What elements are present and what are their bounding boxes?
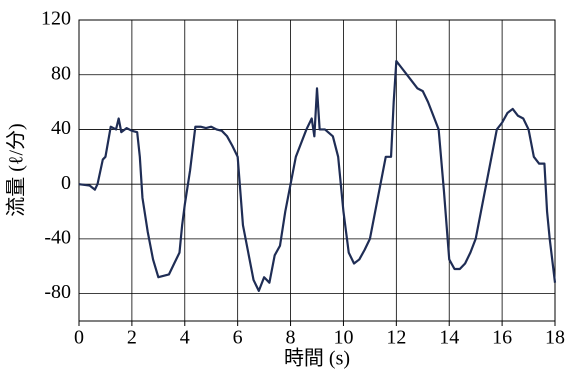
y-tick-label: 80 <box>51 62 71 84</box>
x-tick-label: 4 <box>180 327 190 349</box>
x-tick-label: 16 <box>492 327 512 349</box>
plot-frame <box>78 19 556 322</box>
y-axis-label: 流量 (ℓ/分) <box>5 123 28 216</box>
y-tick-label: -40 <box>44 227 71 249</box>
x-tick-label: 10 <box>333 327 353 349</box>
x-tick-label: 8 <box>286 327 296 349</box>
x-tick-label: 12 <box>386 327 406 349</box>
x-tick-label: 2 <box>127 327 137 349</box>
x-axis-label: 時間 (s) <box>284 347 350 370</box>
y-tick-label: 40 <box>51 117 71 139</box>
data-line <box>78 59 557 292</box>
x-tick-label: 14 <box>439 327 459 349</box>
y-tick-label: 120 <box>41 8 71 30</box>
y-tick-label: 0 <box>61 172 71 194</box>
x-tick-label: 0 <box>74 327 84 349</box>
x-tick-label: 6 <box>233 327 243 349</box>
y-tick-label: -80 <box>44 281 71 303</box>
x-tick-label: 18 <box>545 327 565 349</box>
